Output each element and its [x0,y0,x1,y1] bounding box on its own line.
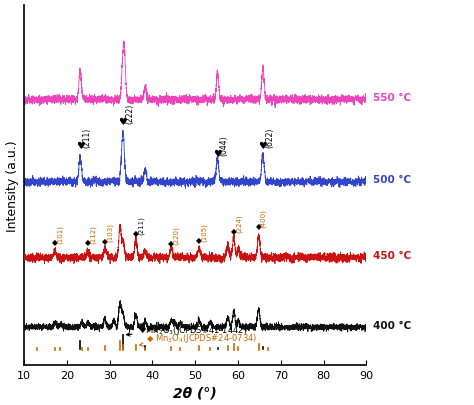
Y-axis label: Intensity (a.u.): Intensity (a.u.) [6,140,18,231]
Text: ◆: ◆ [168,239,174,248]
Text: ◆: ◆ [255,222,262,231]
Text: (622): (622) [265,127,274,147]
Text: 550 °C: 550 °C [373,93,411,102]
Text: ◆: ◆ [196,235,202,244]
Text: ◆: ◆ [52,237,58,246]
Text: ♥: ♥ [258,141,267,151]
Text: (400): (400) [260,209,267,228]
Text: (211): (211) [82,128,91,148]
Text: (211): (211) [137,216,144,234]
Text: ♥: ♥ [213,149,222,158]
Text: (112): (112) [90,224,96,243]
Text: ◆ Mn$_3$O$_4$(JCPDS#24-0734): ◆ Mn$_3$O$_4$(JCPDS#24-0734) [140,332,257,346]
Text: ◆: ◆ [133,229,139,238]
Text: ♥: ♥ [118,117,128,127]
Text: (220): (220) [173,226,180,245]
Text: 500 °C: 500 °C [373,175,411,185]
Text: (222): (222) [125,103,134,124]
Text: 450 °C: 450 °C [373,250,411,260]
Text: ◆: ◆ [102,236,108,245]
Text: (103): (103) [107,223,113,242]
Text: ♥: ♥ [76,141,84,151]
X-axis label: 2θ (°): 2θ (°) [173,386,217,399]
Text: ♥Mn$_2$O$_3$(JCPDS#41-1442): ♥Mn$_2$O$_3$(JCPDS#41-1442) [127,323,247,336]
Text: 400 °C: 400 °C [373,320,411,330]
Text: (044): (044) [219,135,228,155]
Text: ◆: ◆ [85,237,91,246]
Text: (224): (224) [236,214,242,232]
Text: ◆: ◆ [231,226,237,235]
Text: (101): (101) [56,224,63,243]
Text: (105): (105) [201,222,207,241]
